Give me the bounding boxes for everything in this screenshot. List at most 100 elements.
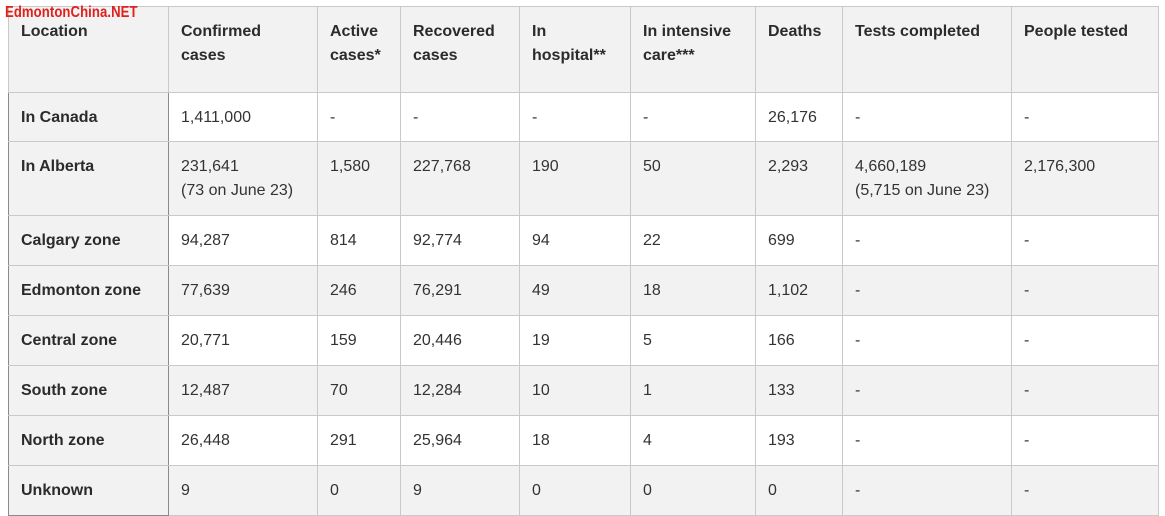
location-cell: Unknown (8, 465, 169, 516)
column-header-location[interactable]: Location (8, 6, 169, 93)
deaths-value: 1,102 (768, 282, 809, 299)
icu-cell: 5 (630, 315, 756, 366)
people-tested-value: - (1024, 432, 1030, 449)
confirmed-cell: 20,771 (168, 315, 318, 366)
icu-value: 22 (643, 232, 661, 249)
icu-value: 18 (643, 282, 661, 299)
confirmed-cell: 12,487 (168, 365, 318, 416)
confirmed-cell: 1,411,000 (168, 92, 318, 142)
deaths-cell: 0 (755, 465, 843, 516)
deaths-value: 26,176 (768, 109, 817, 126)
covid-stats-table: Location Confirmed cases Active cases* R… (8, 6, 1159, 516)
hospital-cell: - (519, 92, 631, 142)
hospital-value: 0 (532, 482, 541, 499)
confirmed-value: 26,448 (181, 432, 230, 449)
icu-value: 5 (643, 332, 652, 349)
location-value: In Canada (21, 109, 98, 126)
confirmed-value: 20,771 (181, 332, 230, 349)
icu-value: 4 (643, 432, 652, 449)
table-header-row: Location Confirmed cases Active cases* R… (8, 6, 1159, 93)
deaths-cell: 166 (755, 315, 843, 366)
location-value: Calgary zone (21, 232, 121, 249)
deaths-value: 2,293 (768, 158, 809, 175)
tests-value: - (855, 332, 861, 349)
confirmed-cell: 26,448 (168, 415, 318, 466)
table-row: Central zone 20,771 159 20,446 19 5 166 - - (8, 315, 1159, 366)
column-header-recovered[interactable]: Recovered cases (400, 6, 520, 93)
active-value: 0 (330, 482, 339, 499)
location-value: In Alberta (21, 158, 95, 175)
tests-cell: - (842, 315, 1012, 366)
location-value: Edmonton zone (21, 282, 141, 299)
active-value: - (330, 109, 336, 126)
confirmed-value: 77,639 (181, 282, 230, 299)
active-cell: 159 (317, 315, 401, 366)
column-header-icu[interactable]: In intensive care*** (630, 6, 756, 93)
deaths-value: 166 (768, 332, 795, 349)
column-header-deaths[interactable]: Deaths (755, 6, 843, 93)
tests-value: - (855, 109, 861, 126)
watermark-logo: EdmontonChina.NET (5, 4, 138, 21)
confirmed-value: 94,287 (181, 232, 230, 249)
people-tested-cell: - (1011, 465, 1159, 516)
tests-value: - (855, 482, 861, 499)
table-row: South zone 12,487 70 12,284 10 1 133 - - (8, 365, 1159, 416)
deaths-cell: 133 (755, 365, 843, 416)
active-cell: 70 (317, 365, 401, 416)
hospital-value: 19 (532, 332, 550, 349)
icu-value: - (643, 109, 649, 126)
table-row: Calgary zone 94,287 814 92,774 94 22 699 - - (8, 215, 1159, 266)
people-tested-value: - (1024, 482, 1030, 499)
icu-cell: 1 (630, 365, 756, 416)
hospital-cell: 0 (519, 465, 631, 516)
recovered-cell: 76,291 (400, 265, 520, 316)
location-cell: In Alberta (8, 141, 169, 216)
icu-value: 50 (643, 158, 661, 175)
people-tested-value: - (1024, 282, 1030, 299)
deaths-cell: 1,102 (755, 265, 843, 316)
people-tested-value: - (1024, 382, 1030, 399)
column-header-confirmed[interactable]: Confirmed cases (168, 6, 318, 93)
column-header-hospital[interactable]: In hospital** (519, 6, 631, 93)
table-row: North zone 26,448 291 25,964 18 4 193 - - (8, 415, 1159, 466)
people-tested-cell: 2,176,300 (1011, 141, 1159, 216)
icu-value: 1 (643, 382, 652, 399)
tests-cell: - (842, 265, 1012, 316)
active-cell: 0 (317, 465, 401, 516)
tests-cell: - (842, 365, 1012, 416)
deaths-cell: 26,176 (755, 92, 843, 142)
confirmed-value: 231,641 (181, 158, 239, 175)
deaths-value: 0 (768, 482, 777, 499)
deaths-cell: 2,293 (755, 141, 843, 216)
confirmed-note: (73 on June 23) (181, 182, 294, 199)
hospital-value: 49 (532, 282, 550, 299)
hospital-cell: 190 (519, 141, 631, 216)
deaths-cell: 699 (755, 215, 843, 266)
location-cell: In Canada (8, 92, 169, 142)
active-value: 246 (330, 282, 357, 299)
column-header-people-tested[interactable]: People tested (1011, 6, 1159, 93)
hospital-value: 94 (532, 232, 550, 249)
location-value: Central zone (21, 332, 118, 349)
recovered-cell: 20,446 (400, 315, 520, 366)
icu-cell: 22 (630, 215, 756, 266)
location-cell: Edmonton zone (8, 265, 169, 316)
people-tested-value: 2,176,300 (1024, 158, 1096, 175)
tests-note: (5,715 on June 23) (855, 182, 990, 199)
column-header-active[interactable]: Active cases* (317, 6, 401, 93)
active-cell: 291 (317, 415, 401, 466)
active-cell: - (317, 92, 401, 142)
column-header-tests[interactable]: Tests completed (842, 6, 1012, 93)
recovered-value: 20,446 (413, 332, 462, 349)
hospital-value: - (532, 109, 538, 126)
tests-cell: 4,660,189 (5,715 on June 23) (842, 141, 1012, 216)
recovered-value: 92,774 (413, 232, 462, 249)
table-body: In Canada 1,411,000 - - - - 26,176 - - In Alberta… (8, 92, 1159, 516)
people-tested-value: - (1024, 332, 1030, 349)
recovered-value: 76,291 (413, 282, 462, 299)
icu-cell: 4 (630, 415, 756, 466)
recovered-cell: 227,768 (400, 141, 520, 216)
location-cell: Calgary zone (8, 215, 169, 266)
people-tested-cell: - (1011, 265, 1159, 316)
deaths-cell: 193 (755, 415, 843, 466)
